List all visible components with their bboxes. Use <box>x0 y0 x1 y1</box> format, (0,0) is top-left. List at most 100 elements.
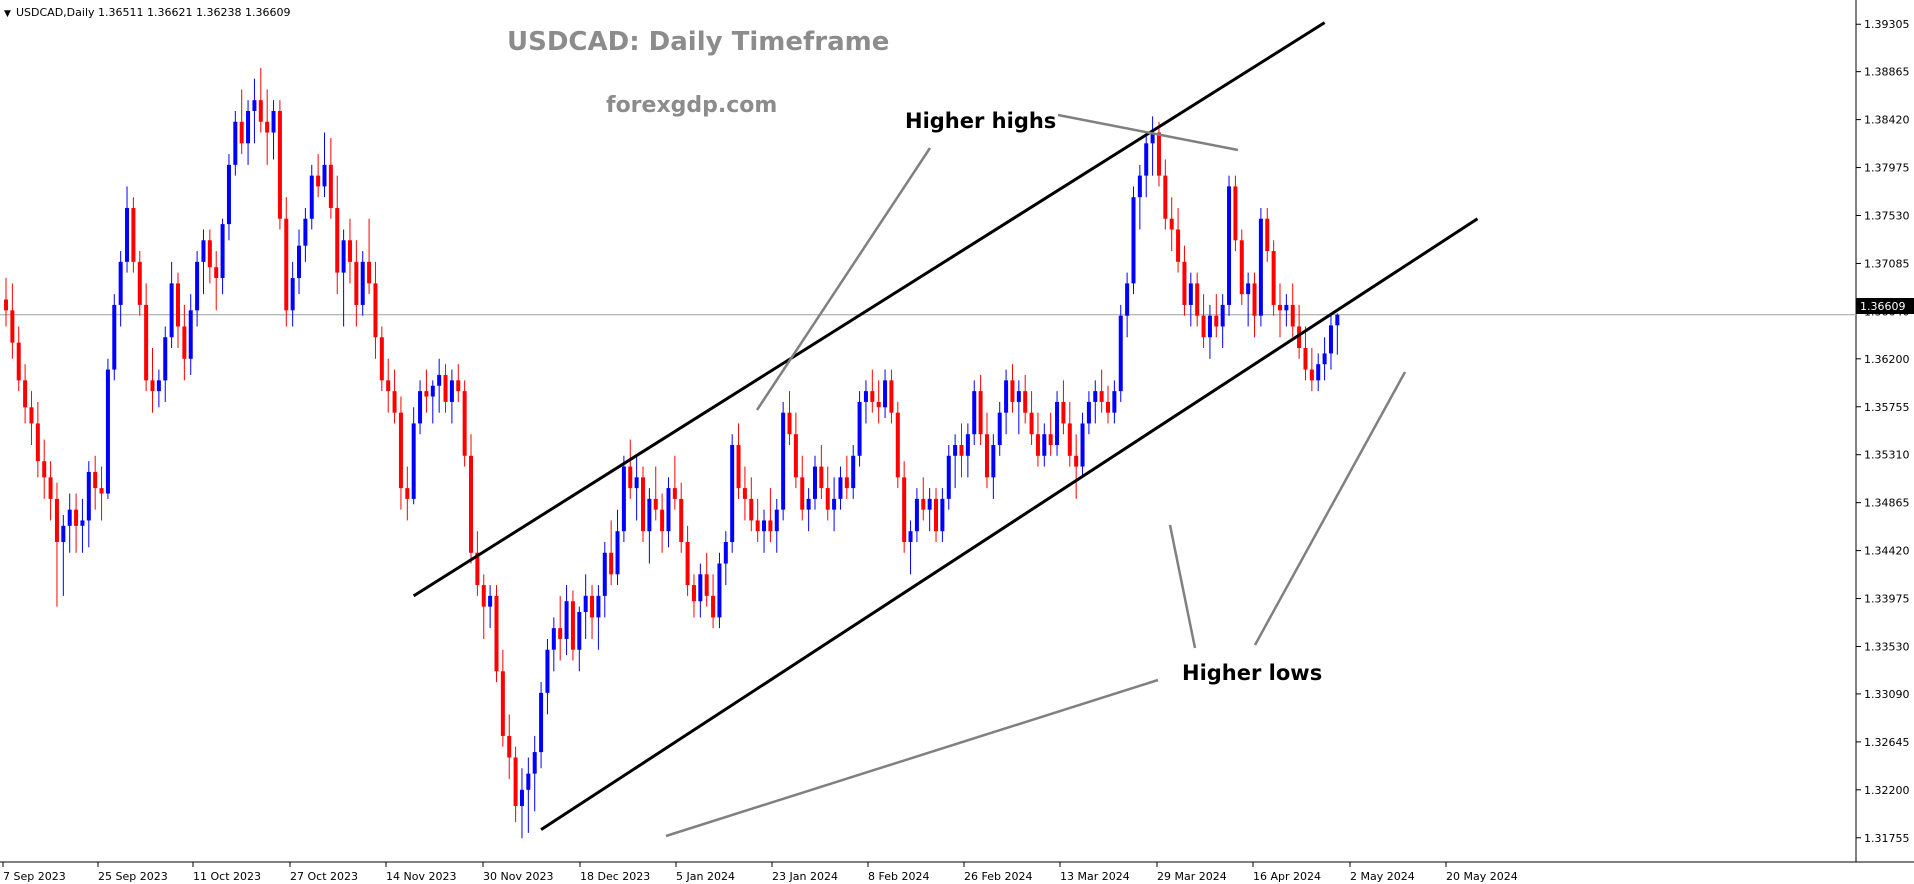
candle-body <box>252 100 257 111</box>
candle-body <box>583 595 588 613</box>
candle <box>1156 121 1161 187</box>
candle-body <box>984 434 989 478</box>
time-tick-label: 16 Apr 2024 <box>1253 870 1321 883</box>
candle <box>488 585 493 629</box>
time-tick-label: 8 Feb 2024 <box>868 870 929 883</box>
candle-body <box>730 445 735 542</box>
candle <box>908 520 913 575</box>
candle <box>519 768 524 839</box>
candle <box>1297 304 1302 359</box>
ascending-channel <box>412 21 1479 831</box>
candle-body <box>373 283 378 338</box>
channel-upper-line <box>412 21 1326 598</box>
candle <box>462 380 467 467</box>
higher-lows-pointer-near <box>1253 371 1407 646</box>
candle-body <box>590 595 595 618</box>
candle-body <box>711 595 716 618</box>
candle <box>1106 385 1111 424</box>
candle <box>226 154 231 241</box>
candle <box>169 261 174 349</box>
candle-body <box>602 552 607 596</box>
candle <box>851 445 856 499</box>
candle <box>1118 304 1123 402</box>
candle-body <box>965 434 970 456</box>
candle-body <box>991 445 996 478</box>
candle <box>1125 272 1130 338</box>
candle <box>609 520 614 586</box>
candle <box>1271 240 1276 316</box>
candle-body <box>150 380 155 392</box>
candle <box>316 154 321 198</box>
candle <box>42 439 47 499</box>
candle <box>507 714 512 780</box>
candle-body <box>290 277 295 311</box>
time-tick-label: 23 Jan 2024 <box>772 870 838 883</box>
price-tick-label: 1.37975 <box>1864 162 1910 175</box>
candle <box>1252 272 1257 338</box>
candle <box>1309 348 1314 392</box>
site-watermark: forexgdp.com <box>606 93 777 118</box>
candle <box>781 401 786 521</box>
candle-body <box>475 552 480 586</box>
candle-body <box>946 455 951 499</box>
candle <box>927 488 932 532</box>
candle-body <box>328 164 333 208</box>
time-tick-label: 5 Jan 2024 <box>676 870 735 883</box>
candle-body <box>1309 369 1314 381</box>
candle-body <box>449 380 454 402</box>
candle <box>832 477 837 532</box>
candle-body <box>978 391 983 435</box>
candle <box>984 412 989 489</box>
candle <box>806 488 811 532</box>
candle <box>1328 315 1333 370</box>
candle-body <box>1137 175 1142 198</box>
candle-body <box>1118 315 1123 392</box>
candle <box>895 401 900 489</box>
time-tick-label: 30 Nov 2023 <box>483 870 553 883</box>
candle-body <box>35 423 40 462</box>
candle <box>1029 391 1034 446</box>
candle-body <box>1233 186 1238 241</box>
candle-body <box>519 789 524 806</box>
candle <box>23 364 28 424</box>
candle <box>570 590 575 661</box>
candle <box>360 251 365 316</box>
candle <box>1316 353 1321 392</box>
symbol-info: USDCAD,Daily 1.36511 1.36621 1.36238 1.3… <box>16 6 290 19</box>
candle-body <box>609 552 614 575</box>
candle-body <box>188 310 193 359</box>
candle <box>309 164 314 230</box>
current-price-label-bg <box>1856 298 1914 314</box>
candle-body <box>207 240 212 268</box>
candle <box>233 110 238 176</box>
price-tick-label: 1.34420 <box>1864 545 1910 558</box>
candle <box>1080 412 1085 478</box>
candle-body <box>437 374 442 386</box>
candle <box>258 67 263 133</box>
candle-body <box>628 466 633 489</box>
candle <box>551 617 556 672</box>
candle-body <box>679 498 684 542</box>
candle-body <box>131 207 136 262</box>
candle-body <box>768 520 773 532</box>
candle-body <box>347 240 352 262</box>
candle <box>443 364 448 413</box>
candle-body <box>277 110 282 219</box>
candle-body <box>1112 391 1117 413</box>
candle <box>1023 374 1028 424</box>
candle <box>959 423 964 478</box>
candle <box>647 488 652 564</box>
price-tick-label: 1.36200 <box>1864 353 1910 366</box>
candle-body <box>1335 314 1340 326</box>
candle-body <box>596 595 601 618</box>
candle <box>736 423 741 499</box>
candle <box>1195 272 1200 327</box>
candle <box>322 132 327 198</box>
candle-body <box>819 466 824 489</box>
candle-body <box>551 628 556 650</box>
candle-body <box>870 391 875 402</box>
candle-body <box>577 612 582 650</box>
candle <box>48 461 53 521</box>
candle <box>698 563 703 618</box>
